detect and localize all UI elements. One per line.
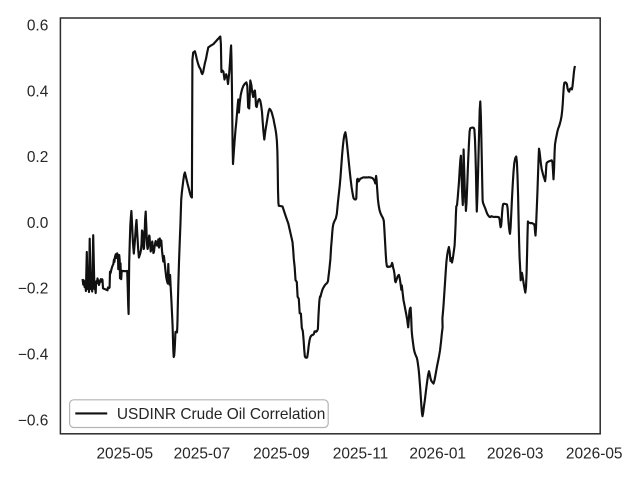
svg-text:0.0: 0.0 [27, 215, 48, 232]
svg-text:2025-09: 2025-09 [253, 445, 310, 462]
svg-text:2025-11: 2025-11 [333, 445, 389, 462]
svg-text:USDINR Crude Oil Correlation: USDINR Crude Oil Correlation [117, 406, 325, 423]
svg-text:0.6: 0.6 [27, 18, 48, 35]
svg-text:−0.6: −0.6 [18, 412, 48, 429]
svg-text:−0.4: −0.4 [18, 347, 49, 364]
svg-text:2026-05: 2026-05 [566, 445, 623, 462]
svg-text:0.4: 0.4 [27, 83, 49, 100]
svg-text:2025-07: 2025-07 [174, 445, 231, 462]
svg-text:0.2: 0.2 [27, 149, 48, 166]
svg-text:−0.2: −0.2 [18, 281, 48, 298]
svg-text:2026-01: 2026-01 [409, 445, 466, 462]
svg-text:2025-05: 2025-05 [96, 445, 153, 462]
svg-text:2026-03: 2026-03 [487, 445, 544, 462]
